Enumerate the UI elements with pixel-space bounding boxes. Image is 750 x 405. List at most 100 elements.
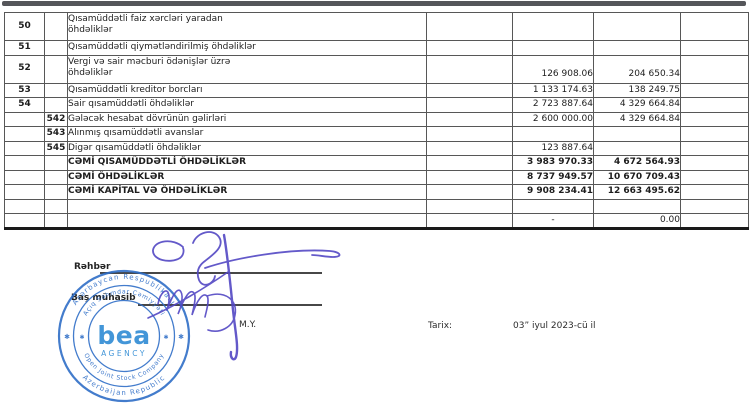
section-divider-bar <box>2 1 746 6</box>
subcode-cell <box>44 82 68 98</box>
description-cell: Gələcək hesabat dövrünün gəlirləri <box>67 111 427 127</box>
value1-cell <box>512 12 594 41</box>
table-row-total-shortterm: CƏMİ QISAMÜDDƏTLİ ÖHDƏLİKLƏR 3 983 970.3… <box>4 155 749 171</box>
value1-cell: 2 723 887.64 <box>512 97 594 113</box>
table-row: 542 Gələcək hesabat dövrünün gəlirləri 2… <box>4 111 749 127</box>
value2-cell <box>593 40 681 56</box>
value1-cell: 9 908 234.41 <box>512 184 594 200</box>
table-row: 52 Vergi və sair məcburi ödənişlər üzrə … <box>4 54 749 84</box>
value2-cell <box>593 12 681 41</box>
extra-cell <box>680 126 749 142</box>
value1-cell <box>512 198 594 214</box>
value1-cell: 1 133 174.63 <box>512 82 594 98</box>
value2-cell: 204 650.34 <box>593 54 681 84</box>
subcode-cell <box>44 155 68 171</box>
value2-cell <box>593 198 681 214</box>
table-row: 50 Qısamüddətli faiz xərcləri yaradan öh… <box>4 12 749 41</box>
description-cell: Vergi və sair məcburi ödənişlər üzrə öhd… <box>67 54 427 84</box>
stamp-logo-subtext: AGENCY <box>101 349 147 358</box>
subcode-cell: 543 <box>44 126 68 142</box>
extra-cell <box>680 213 749 230</box>
code-cell <box>4 155 45 171</box>
note-cell <box>426 12 513 41</box>
extra-cell <box>680 198 749 214</box>
table-row: 51 Qısamüddətli qiymətləndirilmiş öhdəli… <box>4 40 749 56</box>
subcode-cell <box>44 213 68 230</box>
note-cell <box>426 198 513 214</box>
code-cell: 54 <box>4 97 45 113</box>
subcode-cell <box>44 198 68 214</box>
subcode-cell <box>44 40 68 56</box>
extra-cell <box>680 54 749 84</box>
stamp-star-left-icon: ✱ <box>64 333 70 341</box>
extra-cell <box>680 140 749 156</box>
balance-sheet-table: 50 Qısamüddətli faiz xərcləri yaradan öh… <box>4 12 749 230</box>
subcode-cell <box>44 54 68 84</box>
code-cell <box>4 111 45 127</box>
value2-cell: 12 663 495.62 <box>593 184 681 200</box>
note-cell <box>426 155 513 171</box>
code-cell: 50 <box>4 12 45 41</box>
stamp-star-inner-right-icon: ✱ <box>163 334 168 341</box>
description-cell <box>67 198 427 214</box>
subcode-cell <box>44 184 68 200</box>
code-cell <box>4 198 45 214</box>
table-row: 53 Qısamüddətli kreditor borcları 1 133 … <box>4 82 749 98</box>
value1-cell: 2 600 000.00 <box>512 111 594 127</box>
description-cell: Qısamüddətli kreditor borcları <box>67 82 427 98</box>
table-row: 543 Alınmış qısamüddətli avanslar <box>4 126 749 142</box>
value2-cell <box>593 126 681 142</box>
note-cell <box>426 213 513 230</box>
table-row: 545 Digər qısamüddətli öhdəliklər 123 88… <box>4 140 749 156</box>
date-value: 03” iyul 2023-cü il <box>513 321 596 331</box>
note-cell <box>426 184 513 200</box>
extra-cell <box>680 111 749 127</box>
value2-cell: 10 670 709.43 <box>593 169 681 185</box>
subcode-cell <box>44 169 68 185</box>
description-cell <box>67 213 427 230</box>
table-row-empty <box>4 198 749 214</box>
code-cell <box>4 126 45 142</box>
note-cell <box>426 82 513 98</box>
note-cell <box>426 126 513 142</box>
value1-cell: 126 908.06 <box>512 54 594 84</box>
note-cell <box>426 40 513 56</box>
stamp-rings <box>57 269 191 403</box>
table-row-check: - 0.00 <box>4 213 749 230</box>
note-cell <box>426 97 513 113</box>
value1-cell: 8 737 949.57 <box>512 169 594 185</box>
extra-cell <box>680 82 749 98</box>
description-cell: Digər qısamüddətli öhdəliklər <box>67 140 427 156</box>
extra-cell <box>680 184 749 200</box>
value1-cell: - <box>512 213 594 230</box>
value1-cell: 123 887.64 <box>512 140 594 156</box>
date-label: Tarix: <box>428 321 453 331</box>
subcode-cell: 542 <box>44 111 68 127</box>
value1-cell <box>512 126 594 142</box>
code-cell <box>4 213 45 230</box>
note-cell <box>426 54 513 84</box>
company-stamp: Azərbaycan Respublikası Azerbaijan Repub… <box>57 269 191 403</box>
note-cell <box>426 169 513 185</box>
code-cell <box>4 140 45 156</box>
description-cell: CƏMİ ÖHDƏLİKLƏR <box>67 169 427 185</box>
value2-cell <box>593 140 681 156</box>
extra-cell <box>680 40 749 56</box>
stamp-inner-top-text: Açıq Səhmdar Cəmiyyəti <box>82 288 166 317</box>
table-row-total-capital-liabilities: CƏMİ KAPİTAL VƏ ÖHDƏLİKLƏR 9 908 234.41 … <box>4 184 749 200</box>
value2-cell: 4 329 664.84 <box>593 97 681 113</box>
description-cell: Alınmış qısamüddətli avanslar <box>67 126 427 142</box>
code-cell: 51 <box>4 40 45 56</box>
description-cell: Qısamüddətli qiymətləndirilmiş öhdəliklə… <box>67 40 427 56</box>
code-cell <box>4 184 45 200</box>
stamp-star-right-icon: ✱ <box>178 333 184 341</box>
code-cell: 52 <box>4 54 45 84</box>
description-cell: CƏMİ KAPİTAL VƏ ÖHDƏLİKLƏR <box>67 184 427 200</box>
value1-cell: 3 983 970.33 <box>512 155 594 171</box>
description-cell: Sair qısamüddətli öhdəliklər <box>67 97 427 113</box>
value1-cell <box>512 40 594 56</box>
extra-cell <box>680 97 749 113</box>
subcode-cell <box>44 12 68 41</box>
description-cell: Qısamüddətli faiz xərcləri yaradan öhdəl… <box>67 12 427 41</box>
